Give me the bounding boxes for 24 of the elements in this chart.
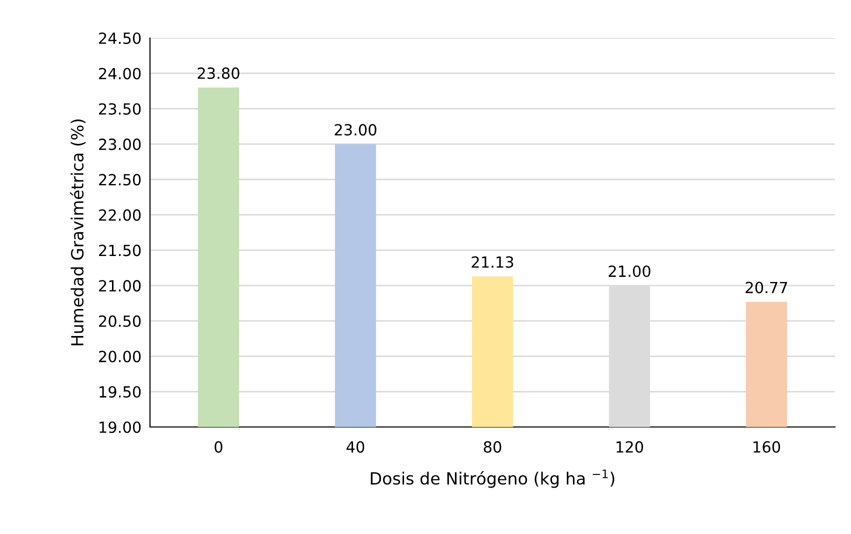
y-axis-title: Humedad Gravimétrica (%) xyxy=(70,120,86,346)
y-tick-label: 24.50 xyxy=(99,32,141,44)
x-tick-label: 40 xyxy=(346,441,364,453)
data-label: 23.00 xyxy=(334,124,376,136)
x-tick-label: 160 xyxy=(754,441,780,453)
y-tick-label: 20.50 xyxy=(99,315,141,327)
x-tick-label: 120 xyxy=(616,441,644,453)
x-axis-title: Dosis de Nitrógeno (kg ha $^{−1}$) xyxy=(370,470,614,488)
data-label: 20.77 xyxy=(746,282,788,294)
y-tick-label: 19.00 xyxy=(100,421,141,434)
x-tick-label: 80 xyxy=(484,441,502,453)
y-tick-label: 23.50 xyxy=(99,103,141,115)
data-label: 21.00 xyxy=(608,265,650,278)
data-label: 21.13 xyxy=(472,256,514,268)
y-tick-label: 23.00 xyxy=(99,138,141,150)
y-tick-label: 19.50 xyxy=(100,386,141,398)
y-tick-label: 24.00 xyxy=(99,68,141,80)
data-label: 23.80 xyxy=(198,67,240,79)
y-tick-label: 22.00 xyxy=(99,209,141,221)
y-tick-label: 21.50 xyxy=(99,244,141,256)
y-tick-label: 22.50 xyxy=(99,174,141,186)
y-tick-label: 20.00 xyxy=(99,350,141,362)
x-tick-label: 0 xyxy=(214,441,222,453)
y-tick-label: 21.00 xyxy=(99,280,141,292)
